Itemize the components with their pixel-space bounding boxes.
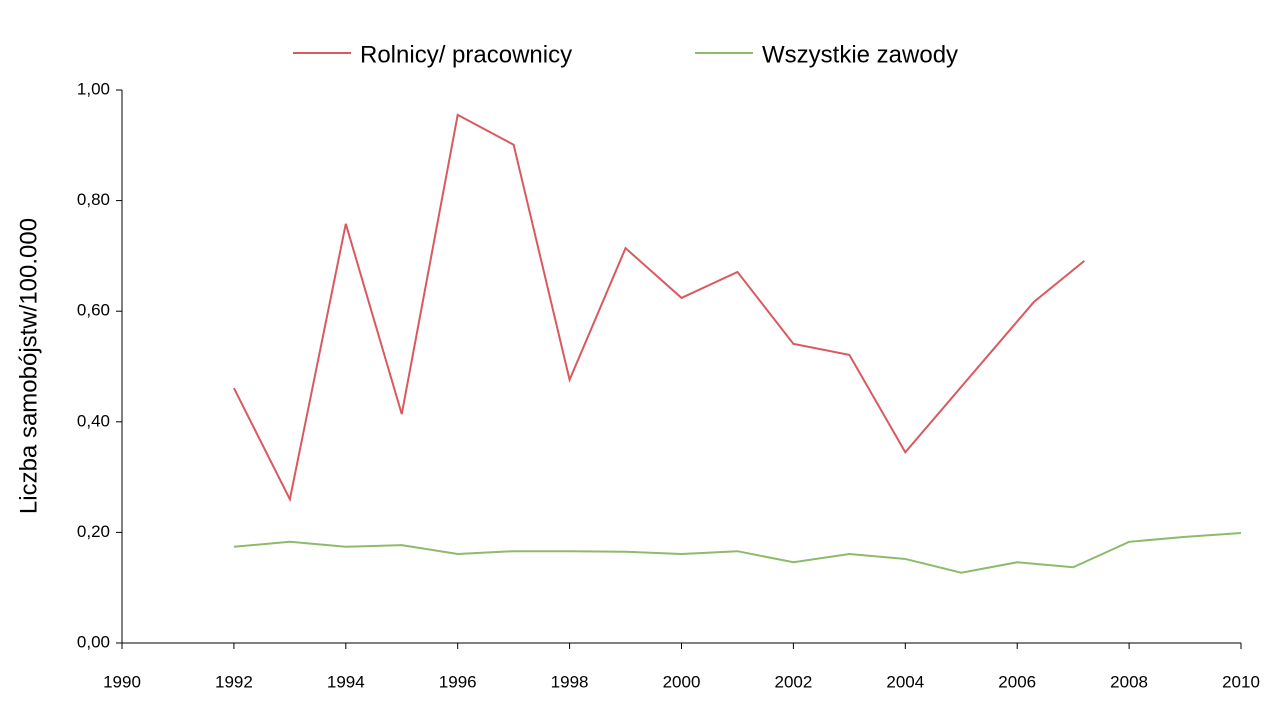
x-tick-label: 2006: [998, 672, 1036, 691]
x-tick-label: 1994: [327, 672, 365, 691]
x-tick-label: 2008: [1110, 672, 1148, 691]
y-tick-label: 0,00: [77, 632, 110, 651]
x-tick-label: 1996: [439, 672, 477, 691]
series-line: [233, 531, 1242, 574]
y-tick-label: 0,80: [77, 190, 110, 209]
y-tick-label: 0,20: [77, 522, 110, 541]
y-tick-label: 1,00: [77, 79, 110, 98]
x-tick-label: 1998: [551, 672, 589, 691]
x-tick-label: 2002: [774, 672, 812, 691]
x-tick-label: 2010: [1222, 672, 1260, 691]
legend-label: Rolnicy/ pracownicy: [360, 41, 572, 68]
legend-label: Wszystkie zawody: [762, 41, 958, 68]
y-tick-label: 0,40: [77, 411, 110, 430]
x-tick-label: 1992: [215, 672, 253, 691]
x-tick-label: 2004: [886, 672, 924, 691]
x-tick-label: 2000: [663, 672, 701, 691]
x-tick-label: 1990: [103, 672, 141, 691]
y-axis-label: Liczba samobójstw/100.000: [15, 218, 42, 514]
y-tick-label: 0,60: [77, 301, 110, 320]
series-line: [233, 113, 1085, 503]
